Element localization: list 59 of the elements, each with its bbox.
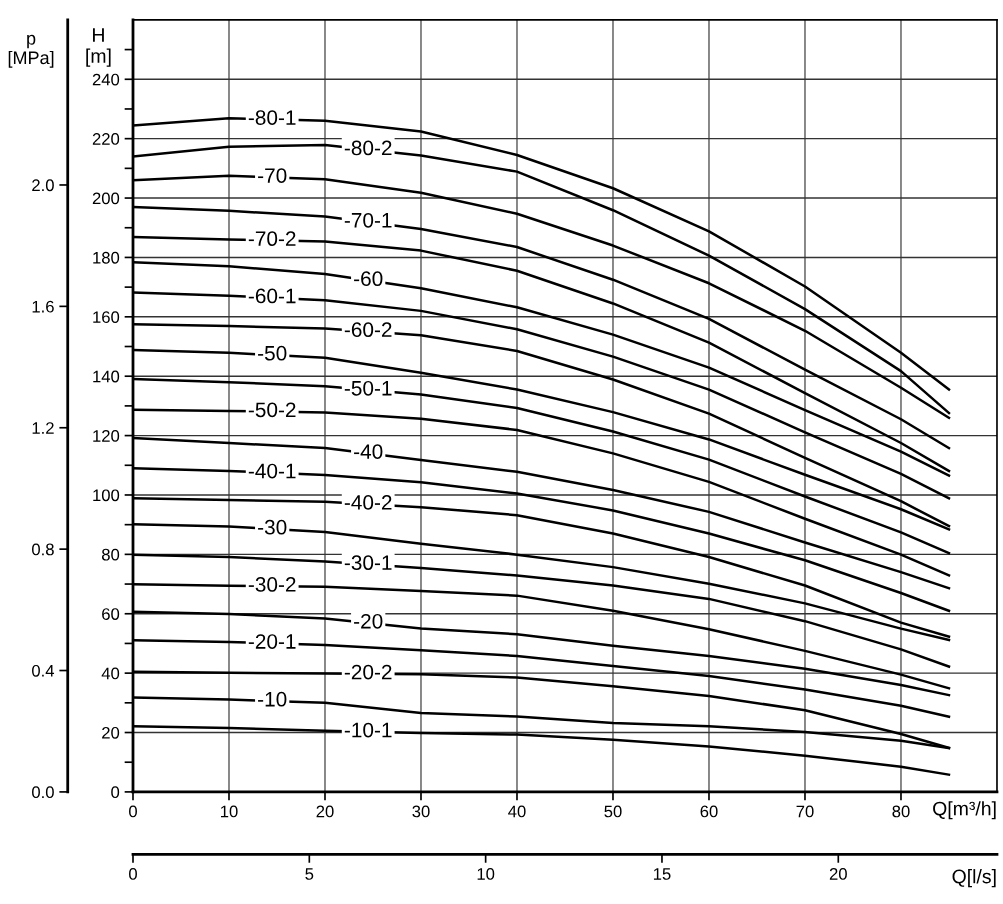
series-label: -50 (258, 345, 287, 361)
y-tick-label: 100 (93, 489, 120, 502)
y-tick-label: 220 (92, 133, 120, 145)
x2-tick-label: 15 (653, 868, 671, 880)
series-label: -50-1 (344, 380, 392, 396)
y-tick-label: 180 (93, 251, 120, 264)
series-label: -40-2 (344, 495, 392, 510)
x2-tick-label: 20 (829, 868, 847, 880)
series-label: -20-1 (248, 634, 296, 649)
y-tick-label: 40 (101, 667, 120, 680)
x2-tick-label: 10 (477, 868, 495, 880)
x-tick-label: 80 (892, 805, 910, 818)
y-tick-label: 60 (102, 608, 120, 620)
series-label: -60-2 (344, 322, 392, 338)
y2-tick-label: 2.0 (32, 179, 54, 192)
y-tick-label: 200 (92, 192, 120, 205)
series-label: -70 (258, 168, 287, 183)
series-label: -60 (354, 271, 383, 287)
series-label: -50-2 (248, 402, 296, 418)
y-tick-label: 120 (93, 429, 120, 442)
series-label: -20 (354, 613, 383, 629)
x2-tick-label: 0 (129, 868, 137, 880)
x-axis-title: Q[m³/h] (933, 801, 996, 820)
x-tick-label: 40 (508, 805, 526, 818)
series-label: -10 (258, 691, 287, 707)
y-tick-label: 160 (93, 311, 120, 324)
x2-axis-title: Q[l/s] (952, 869, 996, 888)
y-tick-label: 20 (102, 726, 120, 739)
y-axis-title: H [m] (86, 28, 111, 67)
x2-tick-label: 5 (305, 868, 314, 880)
series-label: -10-1 (344, 722, 392, 738)
series-label: -80-1 (248, 110, 296, 125)
y-tick-label: 0 (111, 786, 120, 799)
x-tick-label: 60 (700, 805, 718, 818)
x-tick-label: 50 (604, 805, 622, 818)
series-label: -20-2 (344, 664, 392, 680)
series-label: -70-1 (344, 212, 392, 228)
y2-tick-label: 0.4 (32, 664, 55, 677)
x-tick-label: 0 (129, 805, 137, 818)
y2-tick-label: 1.2 (32, 422, 54, 434)
series-label: -40 (354, 444, 383, 459)
x-tick-label: 30 (412, 805, 430, 818)
series-label: -60-1 (248, 288, 296, 304)
series-label: -30-2 (248, 577, 296, 592)
series-label: -30 (258, 519, 287, 535)
x-tick-label: 10 (221, 805, 238, 818)
series-label: -30-1 (344, 555, 392, 571)
y2-tick-label: 1.6 (32, 300, 54, 313)
y2-axis-title: p [MPa] (8, 34, 54, 68)
y-tick-label: 80 (101, 548, 120, 561)
series-label: -70-2 (248, 231, 296, 247)
series-label: -40-1 (248, 463, 296, 479)
y-tick-label: 140 (93, 370, 120, 383)
series-label: -80-2 (344, 140, 392, 156)
y2-tick-label: 0.0 (32, 786, 54, 799)
x-tick-label: 70 (796, 805, 814, 818)
y-tick-label: 240 (92, 73, 120, 86)
y2-tick-label: 0.8 (32, 543, 54, 556)
x-tick-label: 20 (316, 805, 334, 818)
